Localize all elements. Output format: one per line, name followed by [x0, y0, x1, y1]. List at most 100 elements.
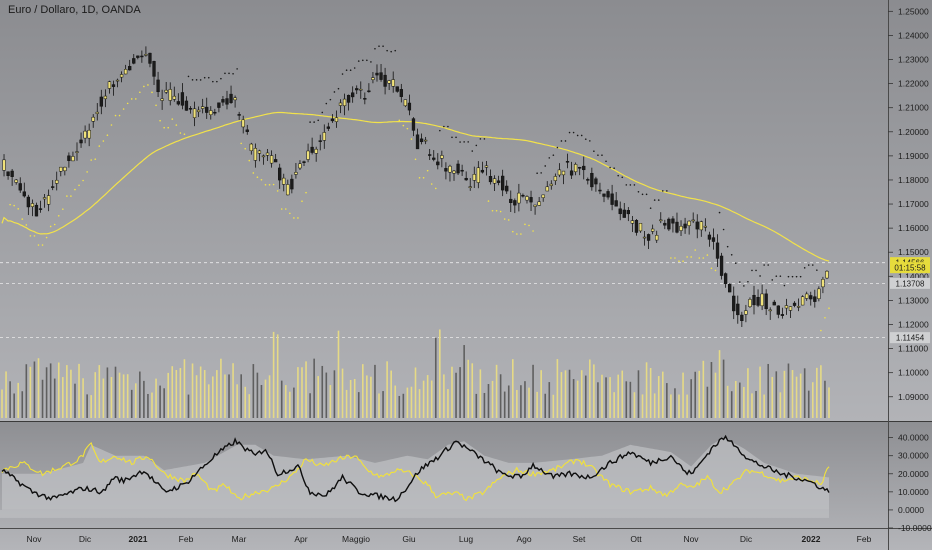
candle-body [768, 309, 772, 312]
volume-bar [686, 394, 688, 418]
trailing-stop-dot [353, 67, 356, 69]
oscillator-axis[interactable]: 40.0000 30.0000 20.0000 10.0000 0.0000 -10.00… [888, 433, 932, 533]
volume-bar [584, 375, 587, 418]
volume-bar [280, 380, 283, 418]
trailing-stop-dot [722, 228, 725, 231]
volume-bar [110, 377, 113, 418]
candle-body [784, 305, 789, 309]
candle-body [780, 314, 785, 316]
time-tick-label: Lug [459, 534, 473, 544]
candle-body [273, 159, 278, 163]
candle-body [740, 314, 744, 322]
price-tick-label: 1.16000 [898, 223, 929, 233]
trailing-stop-dot [763, 264, 765, 266]
trailing-stop-dot [29, 235, 32, 237]
candle-body [46, 195, 51, 205]
trailing-stop-dot [337, 87, 340, 90]
volume-bar [479, 369, 482, 418]
candle-body [302, 161, 306, 163]
trailing-stop-dot [540, 172, 542, 174]
volume-bar [317, 376, 320, 418]
price-label-text: 1.11454 [896, 334, 925, 343]
volume-bar [191, 363, 194, 418]
volume-bar [714, 372, 717, 418]
trailing-stop-dot [341, 73, 344, 75]
volume-bar [455, 372, 457, 418]
volume-bar [795, 376, 798, 418]
trailing-stop-dot [256, 176, 259, 178]
trailing-stop-dot [589, 140, 591, 142]
price-label-box [890, 277, 930, 289]
volume-bar [264, 379, 267, 418]
volume-bar [74, 383, 76, 418]
volume-bar [183, 359, 186, 418]
price-label-box [890, 262, 930, 274]
trailing-stop-dot [240, 142, 242, 145]
candle-body [428, 154, 432, 156]
candle-body [269, 155, 274, 164]
volume-bar [422, 380, 425, 418]
trailing-stop-dot [678, 260, 680, 263]
volume-bar [824, 380, 826, 418]
trailing-stop-dot [475, 144, 478, 147]
trailing-stop-dot [159, 119, 161, 122]
volume-bar [155, 378, 157, 418]
candle-body [395, 86, 399, 92]
trailing-stop-dot [467, 141, 470, 143]
trailing-stop-dot [645, 193, 648, 196]
time-axis[interactable]: Nov Dic 2021 Feb Mar Apr Maggio Giu Lug Ago Set Ott… [26, 534, 871, 544]
candle-body [14, 179, 18, 183]
candle-body [233, 97, 237, 101]
volume-bar [240, 374, 242, 418]
trailing-stop-dot [779, 275, 782, 277]
trailing-stop-dot [414, 158, 417, 161]
candle-body [132, 58, 136, 64]
trailing-stop-dot [824, 316, 826, 319]
candle-body [103, 95, 108, 100]
volume-bar [560, 372, 563, 418]
trailing-stop-dot [759, 275, 761, 277]
trailing-stop-dot [151, 91, 153, 94]
volume-bar [759, 366, 761, 418]
volume-bar [106, 367, 109, 418]
candle-body [646, 234, 651, 241]
volume-bar [195, 375, 198, 418]
candle-body [638, 223, 643, 232]
volume-bar [199, 366, 202, 418]
volume-bar [451, 366, 453, 418]
price-tick-label: 1.20000 [898, 127, 929, 137]
volume-bar [593, 364, 595, 418]
volume-bar [816, 367, 818, 418]
trailing-stop-dot [726, 245, 729, 248]
candle-body [602, 193, 606, 197]
volume-bars [1, 329, 830, 418]
candle-body [168, 89, 172, 101]
trailing-stop-dot [276, 190, 279, 192]
trailing-stop-dot [13, 204, 15, 207]
candle-body [444, 168, 448, 172]
volume-bar [495, 364, 498, 418]
candle-body [460, 169, 464, 172]
trailing-stop-dot [734, 262, 737, 264]
trailing-stop-dot [179, 132, 182, 134]
trailing-stop-dot [370, 61, 372, 63]
candle-body [537, 201, 541, 206]
volume-bar [122, 374, 125, 418]
volume-bar [568, 369, 571, 418]
trailing-stop-dot [520, 233, 522, 235]
trailing-stop-dot [463, 141, 465, 143]
trailing-stop-dot [49, 225, 52, 228]
candle-body [776, 305, 780, 315]
trailing-stop-dot [361, 59, 364, 62]
price-tick-label: 1.22000 [898, 79, 929, 89]
volume-bar [171, 366, 174, 418]
candle-body [719, 255, 724, 276]
price-axis[interactable]: 1.25000 1.24000 1.23000 1.22000 1.21000 1.200… [888, 6, 929, 402]
trailing-stop-dot [426, 169, 429, 172]
candle-body [456, 163, 460, 174]
volume-bar [653, 393, 656, 418]
volume-bar [151, 392, 153, 418]
candle-body [634, 220, 639, 233]
candle-body [622, 209, 626, 218]
candle-body [286, 184, 290, 196]
